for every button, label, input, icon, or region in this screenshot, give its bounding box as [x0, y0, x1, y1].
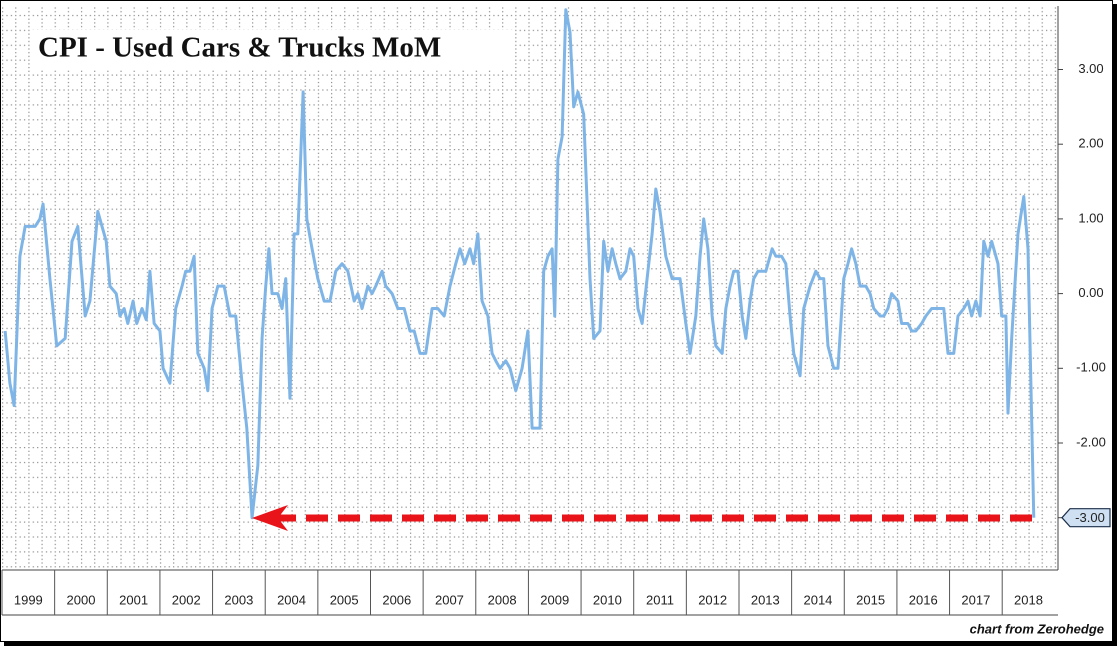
credit: chart from Zerohedge: [970, 621, 1104, 636]
frame-shadow: [1113, 4, 1117, 644]
x-tick-label: 2013: [751, 592, 780, 607]
x-tick-label: 1999: [14, 592, 43, 607]
x-tick-label: 2003: [224, 592, 253, 607]
axes: -3.00 -2.00 -1.00 0.00 1.00 2.00 3.00 1999 2000 2…: [1, 6, 1111, 616]
x-tick-label: 2010: [593, 592, 622, 607]
arrow-head: [252, 505, 288, 531]
arrow-annotation: [252, 505, 1032, 531]
x-tick-label: 2015: [856, 592, 885, 607]
last-value-callout: [1061, 508, 1111, 528]
x-tick-label: 2004: [277, 592, 306, 607]
x-tick-label: 2018: [1014, 592, 1043, 607]
series: [3, 8, 1036, 520]
y-tick-label: -2.00: [1076, 434, 1106, 449]
x-tick-label: 2008: [488, 592, 517, 607]
x-tick-label: 2005: [330, 592, 359, 607]
frame-shadow: [4, 642, 1117, 646]
y-tick-label: -1.00: [1076, 360, 1106, 375]
x-tick-label: 2012: [698, 592, 727, 607]
x-tick-label: 2016: [909, 592, 938, 607]
y-tick-label: 0.00: [1078, 285, 1103, 300]
x-tick-label: 2000: [67, 592, 96, 607]
x-tick-label: 2006: [382, 592, 411, 607]
x-tick-label: 2009: [540, 592, 569, 607]
y-tick-label: -3.00: [1075, 510, 1105, 525]
plot-grid: [2, 6, 1058, 570]
title-box: [30, 30, 514, 70]
x-tick-label: 2001: [119, 592, 148, 607]
x-tick-label: 2011: [646, 592, 674, 607]
y-tick-label: 1.00: [1078, 210, 1103, 225]
x-tick-label: 2007: [435, 592, 464, 607]
x-tick-label: 2002: [172, 592, 201, 607]
y-tick-label: 3.00: [1078, 61, 1103, 76]
line-series: [3, 8, 1036, 520]
chart-title: CPI - Used Cars & Trucks MoM: [38, 32, 441, 64]
y-tick-label: 2.00: [1078, 136, 1103, 151]
x-tick-label: 2017: [961, 592, 990, 607]
x-tick-label: 2014: [803, 592, 832, 607]
